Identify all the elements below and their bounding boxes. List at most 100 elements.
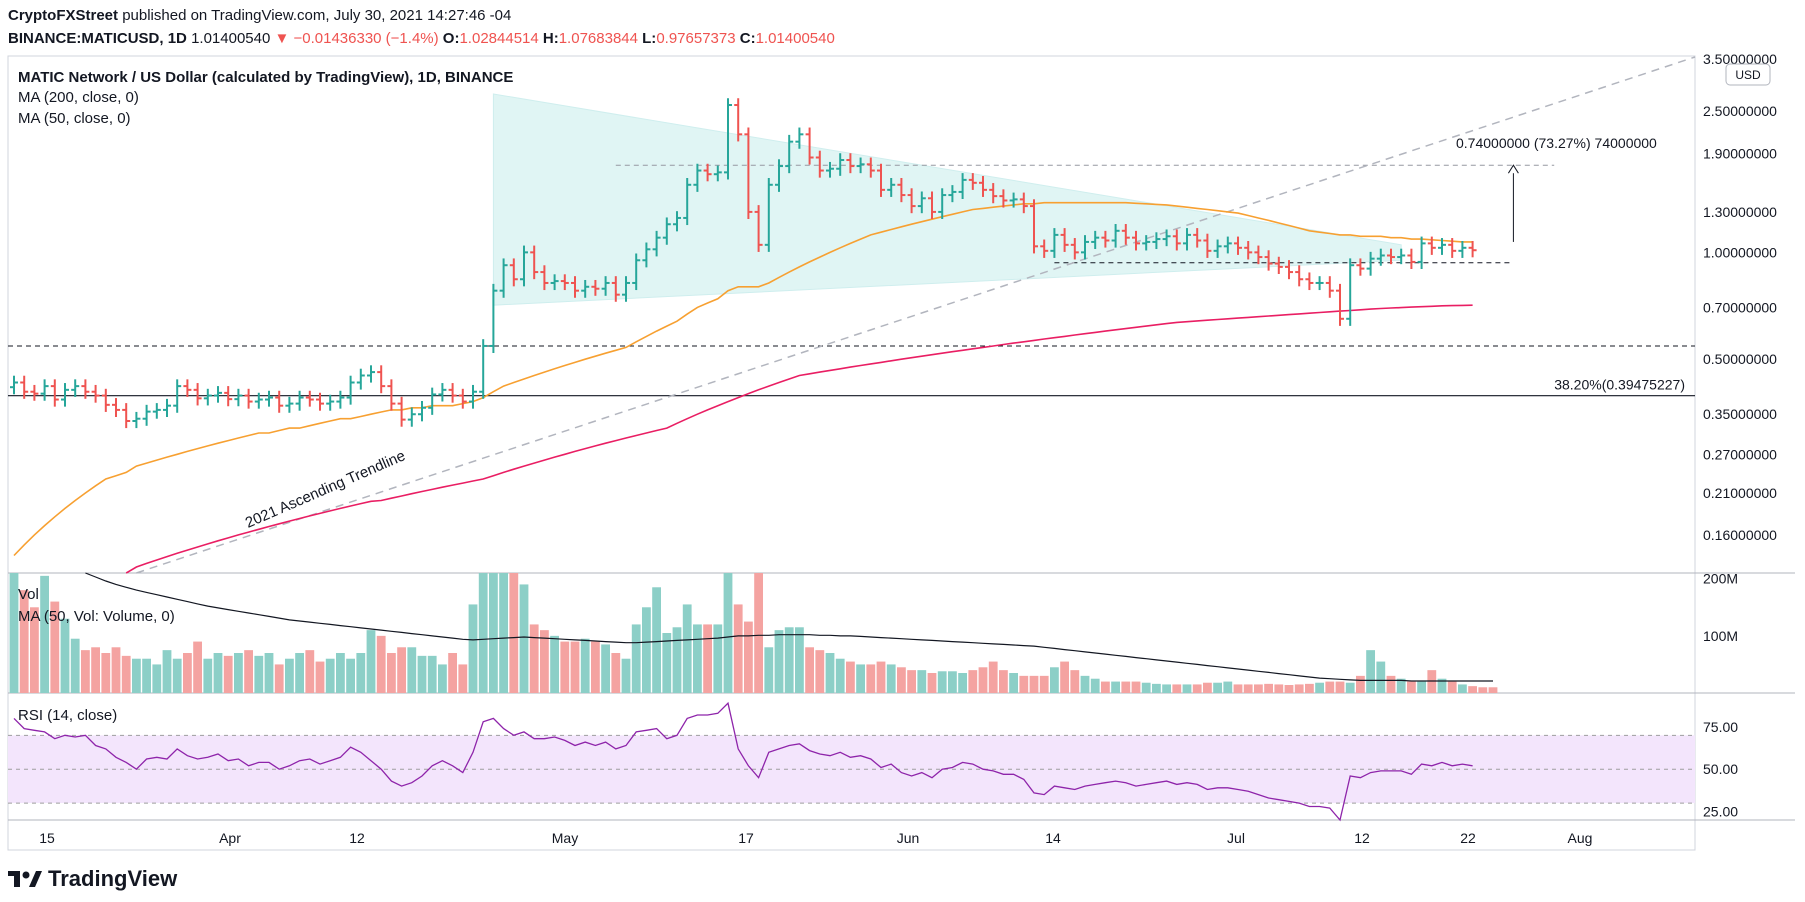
volume-bar [172, 658, 182, 693]
volume-layer [9, 572, 1498, 693]
volume-bar [1223, 681, 1233, 693]
rsi-tick-label: 75.00 [1703, 719, 1738, 735]
price-bar [540, 265, 549, 291]
volume-bar [458, 664, 468, 693]
price-bars-layer [10, 98, 1477, 429]
price-bar [71, 379, 80, 397]
price-bar [1254, 245, 1263, 265]
volume-bar [917, 670, 927, 693]
price-bar [1132, 230, 1140, 251]
price-bar [122, 403, 131, 429]
volume-bar [774, 630, 784, 693]
volume-bar [1458, 684, 1467, 693]
volume-bar [540, 630, 549, 693]
legend-volume[interactable]: Vol [18, 586, 39, 603]
volume-bar [1315, 682, 1324, 693]
time-tick-label: Jul [1227, 830, 1245, 846]
price-bar [407, 407, 416, 427]
price-tick-label: 2.50000000 [1703, 103, 1777, 119]
price-bar [489, 283, 498, 354]
published-text: published on TradingView.com, July 30, 2… [118, 7, 512, 24]
price-bar [754, 205, 763, 252]
price-bar [1356, 258, 1365, 276]
publish-header: CryptoFXStreet published on TradingView.… [8, 7, 511, 24]
volume-bar [886, 664, 896, 693]
price-bar [979, 176, 987, 197]
price-bar [815, 150, 824, 178]
target-arrow-head [1507, 164, 1519, 174]
price-tick-label: 0.27000000 [1703, 446, 1777, 462]
target-label: 0.74000000 (73.27%) 74000000 [1456, 135, 1657, 151]
volume-bar [376, 635, 386, 693]
price-tick-label: 1.30000000 [1703, 204, 1777, 220]
publisher-name[interactable]: CryptoFXStreet [8, 7, 119, 24]
volume-bar [336, 653, 345, 693]
price-bar [397, 396, 406, 427]
price-bar [795, 127, 804, 149]
volume-bar [121, 655, 131, 693]
time-tick-label: 17 [738, 830, 754, 846]
volume-bar [60, 618, 70, 693]
volume-bar [1162, 684, 1171, 693]
legend-ma200[interactable]: MA (200, close, 0) [18, 89, 139, 106]
tradingview-brand[interactable]: TradingView [48, 866, 178, 891]
symmetrical-triangle [492, 93, 1402, 306]
volume-bar [1305, 683, 1314, 693]
volume-bar [81, 650, 90, 693]
volume-bar [274, 664, 284, 693]
price-bar [1050, 228, 1059, 258]
volume-bar [744, 621, 753, 693]
volume-bar [1029, 675, 1039, 693]
close-value: 1.01400540 [755, 30, 835, 47]
time-tick-label: 14 [1045, 830, 1061, 846]
price-bar [20, 375, 29, 399]
currency-label: USD [1735, 68, 1761, 82]
price-bar [591, 279, 600, 296]
volume-bar [693, 624, 702, 693]
volume-bar [611, 653, 621, 693]
volume-bar [1356, 675, 1365, 693]
volume-bar [1131, 681, 1141, 693]
tradingview-logo-icon [8, 871, 42, 887]
volume-bar [631, 624, 641, 693]
volume-bar [315, 661, 325, 693]
volume-bar [223, 655, 233, 693]
volume-bar [1396, 678, 1406, 693]
price-bar [1223, 236, 1232, 254]
price-bar [1397, 248, 1406, 265]
volume-bar [1172, 684, 1182, 693]
volume-ma-line [85, 572, 1493, 682]
volume-bar [784, 627, 794, 693]
price-bar [550, 274, 559, 291]
price-bar [968, 173, 977, 190]
price-bar [10, 375, 18, 395]
price-bar [662, 217, 671, 245]
volume-bar [1121, 681, 1131, 693]
price-bar [1121, 224, 1130, 245]
legend-volume-ma[interactable]: MA (50, Vol: Volume, 0) [18, 608, 175, 625]
price-bar [1060, 228, 1069, 252]
price-bar [244, 388, 253, 409]
price-bar [907, 188, 916, 214]
time-tick-label: May [552, 830, 578, 846]
time-tick-label: Jun [897, 830, 920, 846]
price-bar [448, 383, 457, 403]
price-bar [775, 159, 783, 192]
price-bar [958, 173, 967, 200]
legend-ma50[interactable]: MA (50, close, 0) [18, 110, 131, 127]
volume-bar [387, 653, 396, 693]
volume-bar [407, 647, 417, 693]
volume-bar [101, 653, 111, 693]
price-bar [1183, 228, 1191, 251]
price-bar [1101, 230, 1110, 248]
price-bar [1019, 192, 1028, 214]
price-bar [1040, 239, 1049, 258]
volume-bar [1407, 681, 1416, 693]
price-bar [1417, 236, 1426, 269]
price-tick-label: 0.16000000 [1703, 527, 1777, 543]
legend-rsi[interactable]: RSI (14, close) [18, 707, 117, 724]
price-bar [30, 384, 39, 401]
currency-button[interactable] [1725, 63, 1771, 86]
price-bar [703, 163, 712, 182]
